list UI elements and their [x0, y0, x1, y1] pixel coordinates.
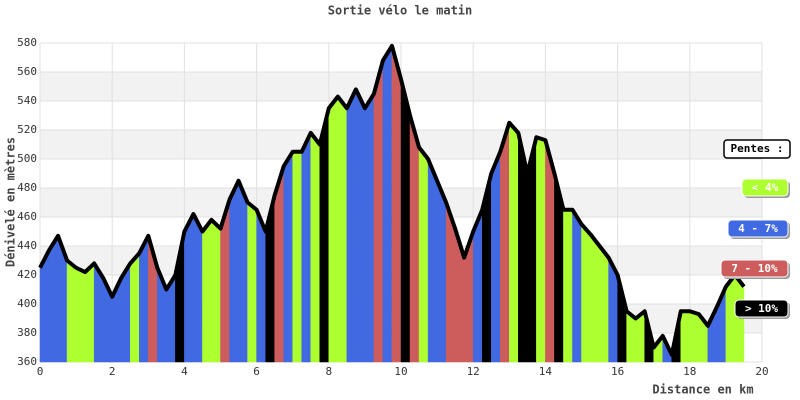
x-tick-label: 10: [394, 365, 407, 378]
legend-label: 7 - 10%: [731, 262, 778, 275]
y-tick-label: 500: [17, 152, 37, 165]
slope-segment: [400, 79, 411, 363]
x-tick-label: 16: [611, 365, 624, 378]
y-tick-label: 380: [17, 326, 37, 339]
legend-swatch: [720, 259, 789, 278]
x-axis-label: Distance en km: [652, 383, 753, 397]
slope-segment: [373, 60, 384, 363]
y-tick-label: 520: [17, 123, 37, 136]
x-tick-label: 20: [755, 365, 768, 378]
y-tick-label: 460: [17, 210, 37, 223]
slope-segment: [689, 310, 700, 363]
y-tick-label: 400: [17, 297, 37, 310]
x-tick-label: 18: [683, 365, 696, 378]
slope-segment: [193, 213, 203, 363]
legend-label: > 10%: [745, 302, 778, 315]
slope-segment: [680, 311, 691, 363]
slope-segments: [39, 45, 745, 363]
y-tick-label: 560: [17, 65, 37, 78]
legend-label: < 4%: [752, 181, 779, 194]
slope-segment: [572, 208, 582, 363]
slope-segment: [229, 180, 239, 363]
slope-segment: [184, 213, 194, 363]
slope-segment: [599, 245, 609, 363]
slope-segment: [427, 158, 438, 363]
slope-segment: [292, 151, 302, 363]
slope-segment: [391, 45, 402, 363]
slope-segment: [500, 122, 510, 363]
legend-swatch: [734, 299, 789, 318]
slope-segment: [491, 151, 501, 363]
slope-segment: [590, 233, 600, 363]
x-tick-label: 4: [181, 365, 188, 378]
y-tick-label: 480: [17, 181, 37, 194]
slope-segment: [364, 92, 375, 363]
slope-segment: [328, 95, 339, 363]
x-tick-label: 6: [253, 365, 260, 378]
y-tick-label: 540: [17, 94, 37, 107]
chart-title: Sortie vélo le matin: [328, 4, 473, 18]
slope-segment: [211, 219, 221, 363]
y-tick-label: 440: [17, 239, 37, 252]
slope-segment: [382, 45, 393, 363]
legend-swatch: [741, 178, 789, 197]
slope-segment: [301, 132, 311, 363]
slope-segment: [581, 223, 591, 363]
legend-label: 4 - 7%: [738, 222, 778, 235]
slope-segment: [346, 89, 357, 363]
slope-segment: [418, 146, 429, 363]
slope-segment: [202, 219, 212, 363]
slope-segment: [84, 262, 95, 363]
legend-title: Pentes :: [731, 142, 784, 155]
slope-segment: [48, 234, 59, 363]
y-axis-label: Dénivelé en mètres: [4, 137, 18, 267]
y-tick-label: 360: [17, 355, 37, 368]
slope-segment: [139, 235, 149, 363]
legend-title-box: [723, 139, 791, 159]
slope-segment: [436, 180, 447, 363]
slope-segment: [355, 89, 366, 363]
slope-segment: [66, 259, 77, 363]
x-tick-label: 14: [539, 365, 553, 378]
slope-segment: [337, 95, 348, 363]
x-tick-label: 8: [325, 365, 332, 378]
slope-segment: [130, 252, 140, 363]
slope-segment: [247, 201, 257, 363]
slope-segment: [319, 108, 330, 363]
elevation-line: [38, 43, 746, 357]
x-tick-label: 12: [467, 365, 480, 378]
slope-segment: [283, 150, 293, 363]
x-tick-label: 0: [37, 365, 44, 378]
slope-segment: [563, 209, 573, 363]
slope-segment: [409, 115, 420, 363]
slope-segment: [238, 180, 248, 363]
slope-segment: [75, 267, 86, 363]
x-tick-label: 2: [109, 365, 116, 378]
slope-segment: [509, 122, 519, 363]
y-tick-label: 420: [17, 268, 37, 281]
y-tick-label: 580: [17, 36, 37, 49]
slope-segment: [310, 132, 321, 363]
legend-swatch: [727, 219, 789, 238]
slope-segment: [536, 136, 546, 363]
